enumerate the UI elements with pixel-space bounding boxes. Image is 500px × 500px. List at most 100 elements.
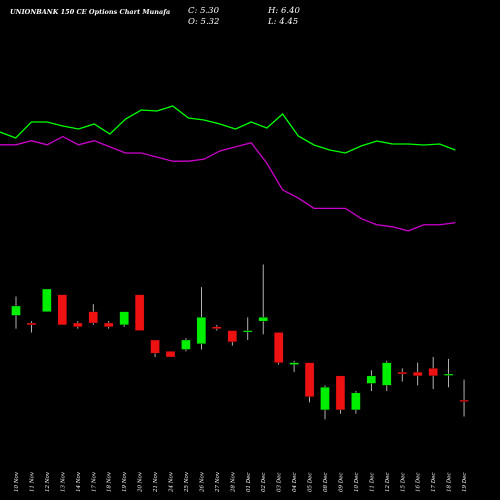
down-candle-body — [104, 322, 114, 327]
date-tick-label: 12 Dec — [385, 473, 391, 493]
date-tick-label: 17 Nov — [91, 471, 97, 492]
candle-21 — [320, 385, 330, 420]
candle-1 — [11, 296, 21, 329]
date-tick-label: 19 Nov — [122, 471, 128, 492]
down-candle-body — [88, 311, 98, 324]
date-tick-label: 09 Dec — [338, 473, 344, 493]
date-tick-label: 19 Dec — [462, 473, 468, 493]
down-candle-body — [304, 362, 315, 397]
chart-title: UNIONBANK 150 CE Options Chart Munafa — [10, 8, 171, 16]
candle-15 — [227, 330, 237, 346]
candle-14 — [212, 324, 222, 331]
date-tick-label: 14 Nov — [76, 471, 82, 492]
up-candle-body — [258, 317, 268, 322]
magenta-indicator-line — [0, 135, 456, 232]
candle-8 — [119, 311, 129, 327]
down-candle-body — [150, 339, 160, 354]
down-candle-body — [73, 322, 83, 327]
down-candle-body — [413, 371, 423, 377]
date-tick-label: 20 Nov — [138, 471, 144, 493]
candle-3 — [42, 288, 52, 312]
up-candle-body — [366, 375, 377, 384]
candle-13 — [196, 287, 207, 350]
candle-30 — [459, 379, 469, 417]
up-candle-body — [243, 330, 253, 333]
close-value: C: 5.30 — [188, 6, 219, 16]
candle-22 — [335, 375, 346, 414]
candle-19 — [289, 360, 299, 373]
candle-5 — [73, 321, 83, 329]
date-tick-label: 28 Nov — [230, 471, 236, 493]
up-candle-body — [320, 387, 330, 411]
candle-24 — [366, 370, 377, 391]
up-candle-body — [11, 305, 21, 316]
low-value: L: 4.45 — [268, 17, 299, 27]
date-tick-label: 27 Nov — [215, 471, 221, 493]
green-indicator-line — [0, 105, 456, 154]
up-candle-body — [181, 339, 191, 350]
date-tick-label: 26 Nov — [199, 471, 205, 493]
candle-25 — [382, 360, 392, 391]
down-candle-body — [273, 332, 284, 363]
candle-11 — [165, 351, 176, 358]
date-tick-label: 10 Dec — [354, 473, 360, 493]
date-tick-label: 08 Dec — [323, 473, 329, 493]
candle-26 — [397, 368, 407, 382]
candle-27 — [413, 362, 423, 386]
high-value: H: 6.40 — [268, 6, 300, 16]
down-candle-body — [397, 371, 407, 375]
date-tick-label: 13 Nov — [60, 471, 66, 492]
candle-17 — [258, 264, 268, 335]
down-candle-body — [134, 294, 145, 331]
candle-2 — [26, 321, 37, 333]
candlestick-series — [11, 264, 469, 420]
candle-4 — [57, 294, 67, 326]
open-value: O: 5.32 — [188, 17, 220, 27]
candle-9 — [134, 294, 145, 331]
date-tick-label: 17 Dec — [431, 473, 437, 493]
down-candle-body — [227, 330, 237, 343]
down-candle-body — [459, 399, 469, 402]
up-candle-body — [443, 373, 454, 376]
up-candle-body — [351, 392, 361, 411]
date-axis: 10 Nov 11 Nov 12 Nov 13 Nov 14 Nov 17 Nov 18 N… — [14, 471, 468, 493]
up-candle-body — [382, 362, 392, 386]
candle-6 — [88, 304, 98, 325]
date-tick-label: 05 Dec — [308, 473, 314, 493]
date-tick-label: 24 Nov — [169, 471, 175, 493]
date-tick-label: 15 Dec — [400, 473, 406, 493]
candle-28 — [428, 357, 438, 390]
down-candle-body — [165, 351, 176, 358]
date-tick-label: 03 Dec — [277, 473, 283, 493]
candle-16 — [243, 317, 253, 340]
date-tick-label: 10 Nov — [14, 471, 20, 492]
up-candle-body — [196, 317, 207, 344]
date-tick-label: 12 Nov — [45, 471, 51, 492]
date-tick-label: 01 Dec — [246, 473, 252, 493]
date-tick-label: 25 Nov — [184, 471, 190, 493]
date-tick-label: 16 Dec — [416, 473, 422, 493]
down-candle-body — [212, 326, 222, 329]
date-tick-label: 02 Dec — [261, 473, 267, 493]
date-tick-label: 21 Nov — [153, 471, 159, 493]
up-candle-body — [119, 311, 129, 326]
candle-29 — [443, 358, 454, 388]
down-candle-body — [57, 294, 67, 326]
date-tick-label: 11 Nov — [29, 471, 35, 492]
candle-23 — [351, 391, 361, 414]
candle-10 — [150, 339, 160, 357]
date-tick-label: 04 Dec — [292, 473, 298, 493]
date-tick-label: 18 Nov — [107, 471, 113, 492]
candle-18 — [273, 332, 284, 365]
down-candle-body — [335, 375, 346, 411]
down-candle-body — [26, 322, 37, 326]
candle-12 — [181, 338, 191, 352]
candle-7 — [104, 321, 114, 329]
date-tick-label: 11 Dec — [369, 473, 375, 493]
date-tick-label: 18 Dec — [447, 473, 453, 493]
candle-20 — [304, 362, 315, 403]
up-candle-body — [42, 288, 52, 312]
down-candle-body — [428, 368, 438, 377]
